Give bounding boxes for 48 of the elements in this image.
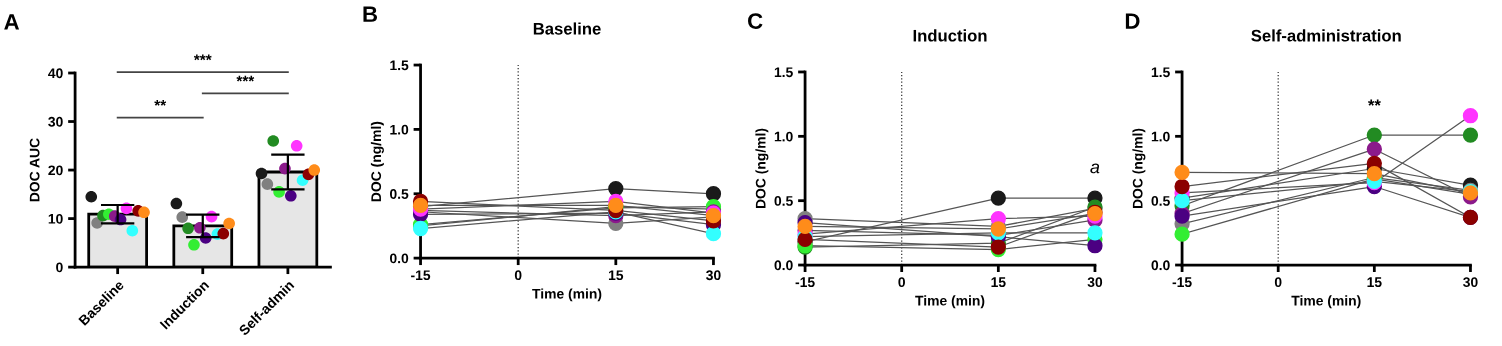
x-tick-label: 15 xyxy=(1367,277,1382,288)
y-axis-title: DOC (ng/ml) xyxy=(755,128,769,209)
x-tick-label: 0 xyxy=(898,277,905,288)
x-tick-label: 0 xyxy=(514,270,522,281)
y-tick-label: 1.5 xyxy=(774,67,793,78)
annotation: *** xyxy=(236,75,255,82)
y-tick-label: 20 xyxy=(48,165,63,176)
chart-title: Self-administration xyxy=(1251,29,1401,42)
annotation: a xyxy=(1090,163,1100,174)
y-tick-label: 1.0 xyxy=(390,124,409,135)
y-tick-label: 0.0 xyxy=(1151,260,1170,271)
x-axis-title: Time (min) xyxy=(915,295,985,309)
y-tick-label: 30 xyxy=(48,116,63,127)
x-axis-title: Time (min) xyxy=(532,288,602,302)
y-tick-label: 0.0 xyxy=(390,253,409,264)
text: A xyxy=(4,14,20,30)
y-tick-label: 1.5 xyxy=(390,60,409,71)
y-tick-label: 1.0 xyxy=(774,131,793,142)
annotation: ** xyxy=(1367,99,1381,106)
text: *** xyxy=(193,54,212,61)
y-axis-title: DOC AUC xyxy=(29,138,40,202)
text: C xyxy=(748,13,763,29)
y-tick-label: 0 xyxy=(56,262,63,273)
x-tick-label: 30 xyxy=(1463,277,1478,288)
y-tick-label: 1.0 xyxy=(1151,131,1170,142)
y-tick-label: 0.5 xyxy=(1151,196,1170,206)
x-tick-label: -15 xyxy=(795,277,815,288)
y-tick-label: 0.0 xyxy=(774,260,793,271)
x-tick-label: -15 xyxy=(1172,277,1192,288)
y-tick-label: 40 xyxy=(48,68,63,79)
y-axis-title: DOC (ng/ml) xyxy=(370,121,384,202)
x-tick-label: 15 xyxy=(991,277,1006,288)
y-tick-label: 10 xyxy=(48,213,63,224)
x-tick-label: 0 xyxy=(1274,277,1282,288)
chart-title: Induction xyxy=(913,29,987,42)
chart-title: Baseline xyxy=(533,22,601,35)
x-tick-label: -15 xyxy=(411,270,431,281)
y-axis-title: DOC (ng/ml) xyxy=(1132,128,1146,209)
y-tick-label: 0.5 xyxy=(774,196,793,206)
annotation: ** xyxy=(154,100,167,106)
x-tick-label: 15 xyxy=(608,270,624,281)
text: D xyxy=(1125,13,1140,29)
y-tick-label: 1.5 xyxy=(1151,67,1170,78)
x-tick-label: 30 xyxy=(706,270,721,281)
x-axis-title: Time (min) xyxy=(1291,295,1361,309)
x-tick-label: 30 xyxy=(1087,277,1103,288)
text: B xyxy=(363,6,378,22)
y-tick-label: 0.5 xyxy=(390,189,409,199)
